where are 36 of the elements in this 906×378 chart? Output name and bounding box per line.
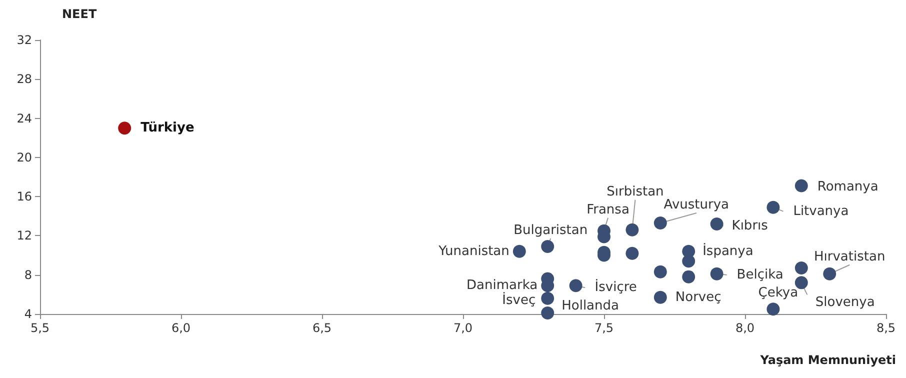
annotation: Türkiye — [140, 120, 194, 136]
x-tick-label: 6,5 — [312, 321, 332, 335]
y-tick-label: 8 — [24, 268, 32, 282]
x-tick-label: 7,0 — [453, 321, 473, 335]
annotation: Avusturya — [664, 197, 729, 212]
x-tick-label: 5,5 — [30, 321, 50, 335]
annotation: Sırbistan — [606, 184, 664, 200]
y-tick-label: 32 — [16, 33, 32, 47]
x-tick-label: 8,5 — [876, 321, 896, 335]
annotation: Kıbrıs — [732, 218, 768, 234]
annotation: İspanya — [702, 242, 754, 259]
annotation: Norveç — [675, 290, 722, 305]
x-tick-label: 6,0 — [171, 321, 191, 335]
annotation: Hırvatistan — [814, 249, 886, 264]
annotation: İsveç — [502, 292, 536, 308]
x-tick-label: 7,5 — [594, 321, 614, 335]
y-tick-label: 16 — [16, 190, 32, 204]
annotation: Çekya — [758, 286, 798, 301]
y-tick-label: 28 — [16, 72, 32, 86]
annotation: Slovenya — [815, 295, 875, 310]
annotation: Bulgaristan — [514, 222, 588, 238]
annotation: Yunanistan — [438, 244, 510, 259]
y-tick-label: 12 — [16, 228, 32, 243]
y-tick-label: 20 — [16, 150, 32, 164]
annotation: İsviçre — [594, 279, 637, 296]
y-tick-label: 4 — [24, 307, 32, 321]
annotation: Danimarka — [466, 278, 538, 294]
annotation: Belçika — [736, 267, 784, 282]
y-tick-label: 24 — [16, 111, 32, 126]
annotation: Fransa — [586, 202, 630, 218]
annotation: Litvanya — [793, 204, 849, 219]
x-tick-label: 8,0 — [735, 321, 755, 335]
x-axis-title: Yaşam Memnuniyeti — [759, 353, 896, 367]
annotation: Hollanda — [562, 298, 619, 314]
y-axis-title: NEET — [62, 7, 98, 21]
annotation: Romanya — [817, 179, 878, 194]
